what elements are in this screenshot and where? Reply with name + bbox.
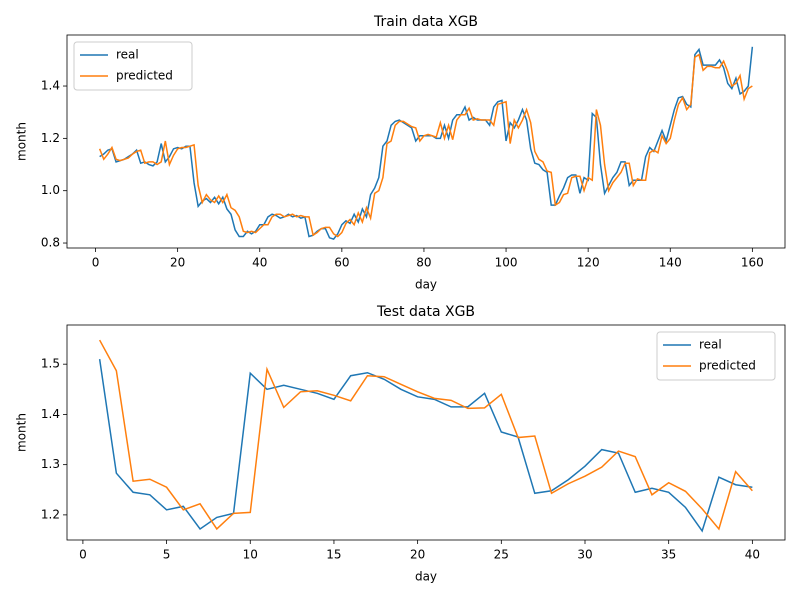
x-tick-label: 160 (741, 256, 764, 270)
y-tick-label: 1.4 (41, 79, 60, 93)
y-tick-label: 1.5 (41, 357, 60, 371)
legend-label: real (699, 338, 722, 352)
plot-frame (66, 324, 786, 541)
x-tick-label: 0 (92, 256, 100, 270)
x-tick-label: 20 (410, 548, 425, 562)
plot-frame (66, 34, 786, 249)
x-tick-label: 40 (745, 548, 760, 562)
legend-label: predicted (116, 69, 173, 83)
y-tick-label: 1.4 (41, 407, 60, 421)
legend: real predicted (73, 41, 193, 91)
y-tick-label: 1.2 (41, 507, 60, 521)
x-tick-label: 5 (163, 548, 171, 562)
x-axis-label: day (415, 570, 437, 584)
y-tick-label: 1.0 (41, 183, 60, 197)
x-tick-label: 140 (659, 256, 682, 270)
x-tick-label: 60 (334, 256, 349, 270)
x-tick-label: 100 (495, 256, 518, 270)
y-axis-label: month (15, 413, 29, 452)
data-line (98, 53, 753, 238)
legend-label: real (116, 48, 139, 62)
x-tick-label: 30 (577, 548, 592, 562)
data-line (98, 359, 753, 533)
x-tick-label: 20 (170, 256, 185, 270)
chart-title: Test data XGB (376, 304, 475, 320)
x-tick-label: 40 (252, 256, 267, 270)
x-axis-label: day (415, 278, 437, 292)
y-axis-label: month (15, 122, 29, 161)
y-tick-label: 0.8 (41, 236, 60, 250)
y-tick-label: 1.3 (41, 457, 60, 471)
x-tick-label: 35 (661, 548, 676, 562)
data-line (98, 339, 753, 531)
legend: real predicted (656, 331, 776, 381)
legend-label: predicted (699, 359, 756, 373)
x-tick-label: 15 (326, 548, 341, 562)
x-tick-label: 25 (494, 548, 509, 562)
chart-title: Train data XGB (373, 14, 478, 30)
x-tick-label: 120 (577, 256, 600, 270)
y-tick-label: 1.2 (41, 131, 60, 145)
data-line (99, 46, 754, 240)
x-tick-label: 80 (416, 256, 431, 270)
x-tick-label: 0 (79, 548, 87, 562)
legend-box (656, 331, 776, 381)
legend-box (73, 41, 193, 91)
x-tick-label: 10 (243, 548, 258, 562)
